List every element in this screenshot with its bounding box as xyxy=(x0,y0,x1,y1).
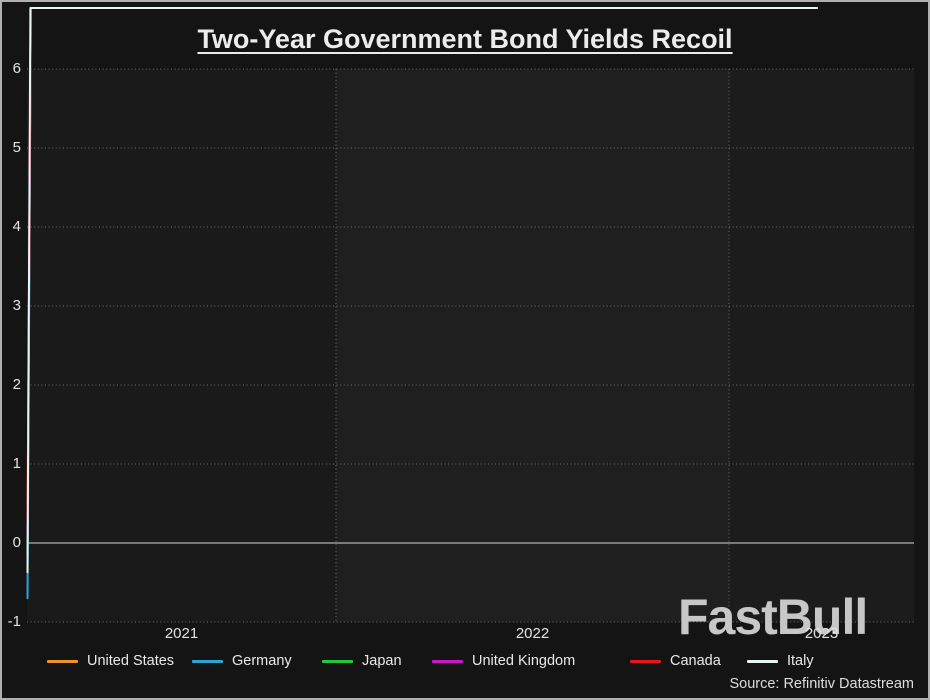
legend-item-germany: Germany xyxy=(192,653,292,669)
y-tick-label-6: 6 xyxy=(12,60,21,77)
legend-item-canada: Canada xyxy=(630,653,721,669)
legend-item-united-states: United States xyxy=(47,653,174,669)
source-text: Source: Refinitiv Datastream xyxy=(729,676,914,692)
legend-label-canada: Canada xyxy=(670,653,721,669)
legend-swatch-united-states xyxy=(47,659,78,663)
legend-label-germany: Germany xyxy=(232,653,292,669)
legend-swatch-japan xyxy=(322,659,353,663)
y-tick-label-5: 5 xyxy=(12,139,21,156)
x-tick-label-2023: 2023 xyxy=(804,625,839,642)
y-tick-label-0: 0 xyxy=(12,534,21,551)
legend-label-italy: Italy xyxy=(787,653,814,669)
y-tick-label-4: 4 xyxy=(12,218,21,235)
y-tick-label-2: 2 xyxy=(12,376,21,393)
chart-title: Two-Year Government Bond Yields Recoil xyxy=(197,24,733,54)
series-line-italy xyxy=(26,7,818,574)
legend-label-united-states: United States xyxy=(87,653,175,669)
legend-swatch-germany xyxy=(192,659,223,663)
legend-swatch-united-kingdom xyxy=(432,659,463,663)
legend-item-united-kingdom: United Kingdom xyxy=(432,653,575,669)
legend-item-italy: Italy xyxy=(747,653,814,669)
legend-label-united-kingdom: United Kingdom xyxy=(472,653,576,669)
x-tick-label-2021: 2021 xyxy=(164,625,199,642)
y-tick-label-3: 3 xyxy=(12,297,21,314)
y-tick-label-1: 1 xyxy=(12,455,21,472)
y-tick-label--1: -1 xyxy=(7,613,21,630)
legend-swatch-canada xyxy=(630,659,661,663)
legend-label-japan: Japan xyxy=(362,653,402,669)
x-tick-label-2022: 2022 xyxy=(515,625,550,642)
legend-item-japan: Japan xyxy=(322,653,402,669)
fastbull-watermark: FastBull xyxy=(678,589,868,645)
legend-swatch-italy xyxy=(747,659,778,663)
